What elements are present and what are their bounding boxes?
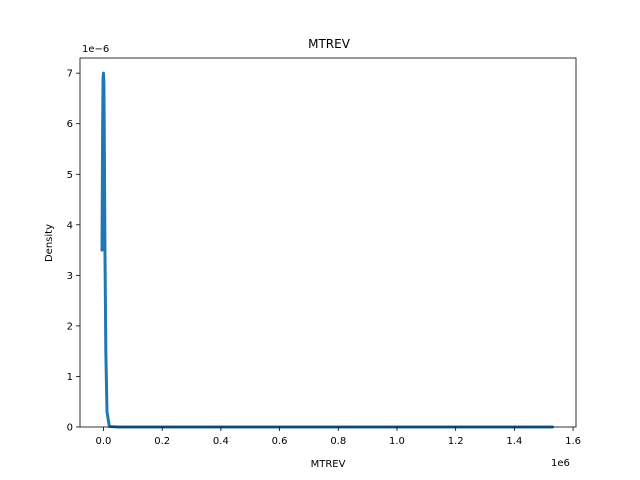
x-tick-label: 1.6 — [565, 436, 581, 447]
x-tick-label: 1.0 — [389, 436, 405, 447]
y-tick-label: 4 — [67, 220, 73, 231]
y-tick-label: 5 — [67, 170, 73, 181]
plot-area — [100, 71, 555, 429]
x-tick-label: 0.2 — [154, 436, 170, 447]
x-tick-label: 1.4 — [506, 436, 522, 447]
chart-title: MTREV — [308, 37, 351, 51]
y-axis-ticks: 0 1 2 3 4 5 6 7 — [67, 69, 80, 434]
y-tick-label: 7 — [67, 69, 73, 80]
y-tick-label: 0 — [67, 423, 73, 434]
y-offset-label: 1e−6 — [82, 44, 109, 55]
y-tick-label: 1 — [67, 372, 73, 383]
y-tick-label: 6 — [67, 119, 73, 130]
x-tick-label: 0.6 — [272, 436, 288, 447]
x-tick-label: 0.0 — [96, 436, 112, 447]
y-tick-label: 2 — [67, 321, 73, 332]
axes-frame — [79, 57, 577, 428]
x-tick-label: 1.2 — [448, 436, 464, 447]
x-axis-ticks: 0.0 0.2 0.4 0.6 0.8 1.0 1.2 1.4 1.6 — [96, 427, 581, 447]
x-offset-label: 1e6 — [551, 458, 570, 469]
x-axis-label: MTREV — [311, 459, 346, 470]
x-tick-label: 0.4 — [213, 436, 229, 447]
y-axis-label: Density — [44, 224, 55, 262]
x-tick-label: 0.8 — [330, 436, 346, 447]
density-series-line — [100, 71, 555, 429]
y-tick-label: 3 — [67, 271, 73, 282]
